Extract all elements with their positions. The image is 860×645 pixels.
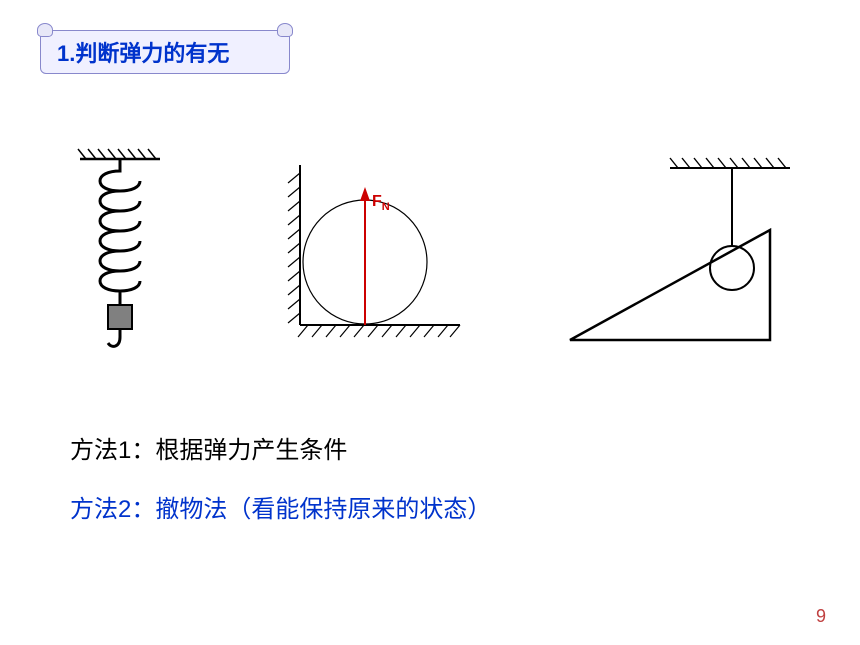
diagram-spring <box>60 145 180 365</box>
section-title: 1.判断弹力的有无 <box>57 36 229 68</box>
scroll-cap-left <box>37 23 53 37</box>
method-1-text: 根据弹力产生条件 <box>155 437 347 464</box>
method-1-label: 方法1： <box>70 437 155 464</box>
diagram-row: FN <box>60 140 800 370</box>
methods-block: 方法1：根据弹力产生条件 方法2：撤物法（看能保持原来的状态） <box>70 430 491 548</box>
diagram-corner-ball: FN <box>260 155 480 355</box>
method-2-text: 撤物法（看能保持原来的状态） <box>155 496 491 523</box>
force-label-fn: FN <box>372 193 390 213</box>
section-title-banner: 1.判断弹力的有无 <box>40 30 290 74</box>
method-1: 方法1：根据弹力产生条件 <box>70 430 491 465</box>
method-2-label: 方法2： <box>70 496 155 523</box>
scroll-cap-right <box>277 23 293 37</box>
force-symbol: F <box>372 193 382 210</box>
diagram-incline-ball <box>560 150 800 360</box>
page-number: 9 <box>816 606 826 627</box>
force-subscript: N <box>382 201 390 213</box>
method-2: 方法2：撤物法（看能保持原来的状态） <box>70 489 491 524</box>
